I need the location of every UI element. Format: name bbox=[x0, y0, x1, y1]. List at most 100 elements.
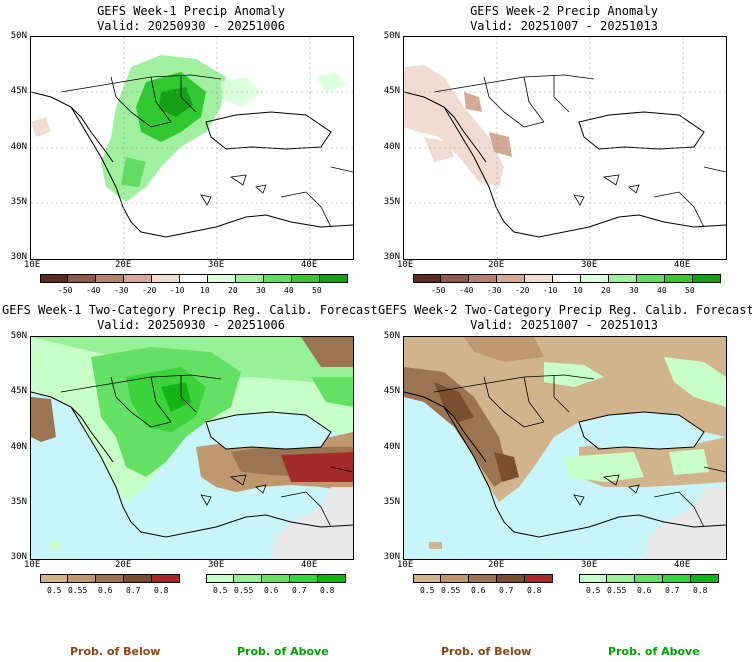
panel3-lat-35: 35N bbox=[10, 497, 27, 507]
panel2-lon-10: 10E bbox=[397, 260, 414, 270]
panel4-title: GEFS Week-2 Two-Category Precip Reg. Cal… bbox=[378, 303, 752, 317]
panel4-below-label: 0.5 bbox=[420, 586, 435, 595]
panel3-lat-45: 45N bbox=[10, 386, 27, 396]
panel3-lon-30: 30E bbox=[208, 560, 225, 570]
panel2-valid: Valid: 20251007 - 20251013 bbox=[470, 19, 658, 33]
panel3-lon-10: 10E bbox=[24, 560, 41, 570]
cbar-swatch bbox=[581, 274, 609, 283]
cbar-swatch bbox=[663, 574, 691, 583]
panel4-below-colorbar bbox=[413, 574, 553, 583]
panel3-title: GEFS Week-1 Two-Category Precip Reg. Cal… bbox=[2, 303, 378, 317]
panel4-above-label: 0.5 bbox=[586, 586, 601, 595]
panel3-above-colorbar bbox=[206, 574, 346, 583]
panel3-above-label: 0.5 bbox=[213, 586, 228, 595]
no-forecast-land bbox=[271, 487, 353, 559]
cbar-swatch bbox=[96, 574, 124, 583]
cbar-swatch bbox=[262, 574, 290, 583]
cbar-swatch bbox=[264, 274, 292, 283]
panel2-lat-30: 30N bbox=[383, 252, 400, 262]
cbar-swatch bbox=[40, 274, 68, 283]
panel1-lat-35: 35N bbox=[10, 197, 27, 207]
panel2-cbar-label: -10 bbox=[543, 286, 558, 295]
panel4-above-label: 0.55 bbox=[607, 586, 627, 595]
panel4-below-label: 0.7 bbox=[499, 586, 514, 595]
above-normal-area bbox=[544, 362, 604, 387]
cbar-swatch bbox=[180, 274, 208, 283]
panel1-anomaly-colorbar bbox=[40, 274, 348, 283]
cbar-swatch bbox=[124, 274, 152, 283]
panel1-map bbox=[30, 36, 354, 260]
panel1-cbar-label: 40 bbox=[284, 286, 294, 295]
cbar-swatch bbox=[637, 274, 665, 283]
panel1-lat-50: 50N bbox=[10, 31, 27, 41]
cbar-swatch bbox=[691, 574, 719, 583]
panel4-lat-40: 40N bbox=[383, 442, 400, 452]
cbar-swatch bbox=[124, 574, 152, 583]
panel2-cbar-label: -50 bbox=[431, 286, 446, 295]
panel1-cbar-label: 20 bbox=[228, 286, 238, 295]
prob-above-caption-right: Prob. of Above bbox=[608, 645, 700, 658]
panel3-below-label: 0.5 bbox=[47, 586, 62, 595]
panel4-below-label: 0.8 bbox=[527, 586, 542, 595]
panel3-map bbox=[30, 336, 354, 560]
panel3-below-label: 0.55 bbox=[68, 586, 88, 595]
panel3-lon-40: 40E bbox=[301, 560, 318, 570]
cbar-swatch bbox=[413, 274, 441, 283]
panel2-lat-35: 35N bbox=[383, 197, 400, 207]
panel3-lat-30: 30N bbox=[10, 552, 27, 562]
coastline bbox=[404, 91, 726, 238]
cbar-swatch bbox=[152, 574, 180, 583]
coastline bbox=[31, 91, 353, 238]
panel3-valid: Valid: 20250930 - 20251006 bbox=[97, 318, 285, 332]
dry-anomaly-area bbox=[404, 65, 504, 187]
cbar-swatch bbox=[320, 274, 348, 283]
cbar-swatch bbox=[635, 574, 663, 583]
cbar-swatch bbox=[579, 574, 607, 583]
panel1-lon-20: 20E bbox=[115, 260, 132, 270]
panel2-cbar-label: -20 bbox=[515, 286, 530, 295]
panel4-above-label: 0.6 bbox=[637, 586, 652, 595]
panel1-lat-45: 45N bbox=[10, 86, 27, 96]
cbar-swatch bbox=[665, 274, 693, 283]
prob-below-caption-right: Prob. of Below bbox=[441, 645, 532, 658]
coastline bbox=[31, 391, 353, 538]
panel3-lat-40: 40N bbox=[10, 442, 27, 452]
cbar-swatch bbox=[413, 574, 441, 583]
panel1-lat-30: 30N bbox=[10, 252, 27, 262]
panel3-below-colorbar bbox=[40, 574, 180, 583]
panel4-below-label: 0.6 bbox=[471, 586, 486, 595]
cbar-swatch bbox=[553, 274, 581, 283]
cbar-swatch bbox=[208, 274, 236, 283]
panel2-cbar-label: -30 bbox=[487, 286, 502, 295]
cbar-swatch bbox=[236, 274, 264, 283]
panel3-above-label: 0.55 bbox=[234, 586, 254, 595]
panel2-lon-30: 30E bbox=[581, 260, 598, 270]
panel3-lon-20: 20E bbox=[115, 560, 132, 570]
panel2-lon-20: 20E bbox=[488, 260, 505, 270]
cbar-swatch bbox=[525, 274, 553, 283]
cbar-swatch bbox=[292, 274, 320, 283]
panel4-lat-30: 30N bbox=[383, 552, 400, 562]
panel1-cbar-label: -50 bbox=[58, 286, 73, 295]
panel2-cbar-label: 10 bbox=[573, 286, 583, 295]
panel4-above-label: 0.8 bbox=[693, 586, 708, 595]
panel1-cbar-label: 30 bbox=[256, 286, 266, 295]
panel1-valid: Valid: 20250930 - 20251006 bbox=[97, 19, 285, 33]
panel1-cbar-label: -20 bbox=[142, 286, 157, 295]
panel4-below-label: 0.55 bbox=[441, 586, 461, 595]
panel4-lat-50: 50N bbox=[383, 331, 400, 341]
cbar-swatch bbox=[497, 274, 525, 283]
panel2-cbar-label: 30 bbox=[629, 286, 639, 295]
panel4-lon-40: 40E bbox=[674, 560, 691, 570]
panel3-above-label: 0.6 bbox=[264, 586, 279, 595]
panel2-lon-40: 40E bbox=[674, 260, 691, 270]
cbar-swatch bbox=[441, 274, 469, 283]
panel4-lon-30: 30E bbox=[581, 560, 598, 570]
panel1-title: GEFS Week-1 Precip Anomaly bbox=[97, 4, 285, 18]
panel1-cbar-label: 10 bbox=[200, 286, 210, 295]
cbar-swatch bbox=[469, 574, 497, 583]
cbar-swatch bbox=[609, 274, 637, 283]
cbar-swatch bbox=[607, 574, 635, 583]
panel4-above-label: 0.7 bbox=[665, 586, 680, 595]
cbar-swatch bbox=[497, 574, 525, 583]
